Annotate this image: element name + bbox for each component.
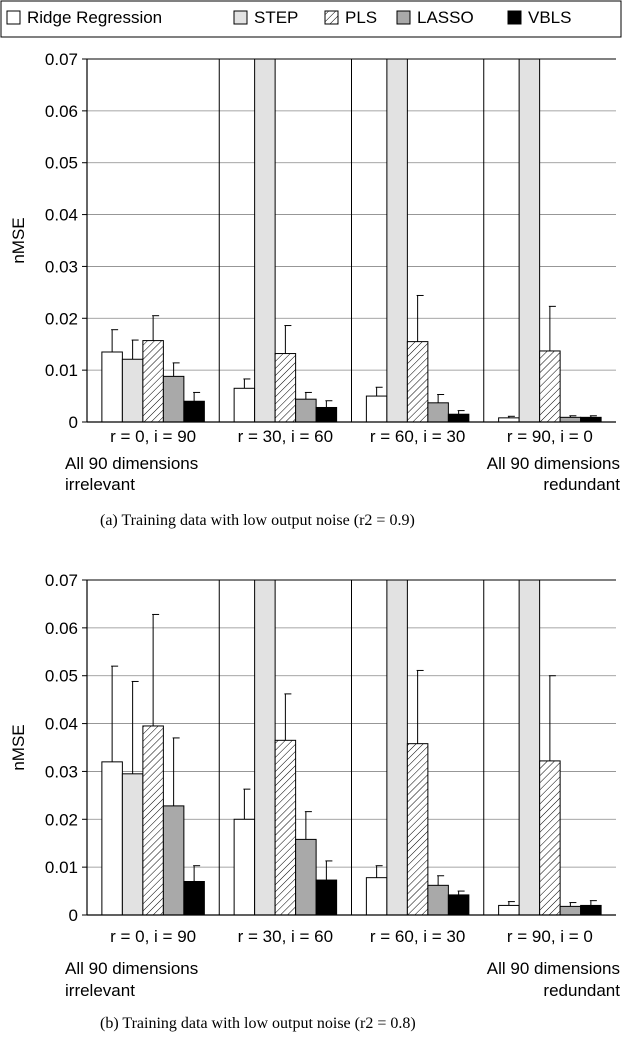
bar-lasso: [162, 805, 185, 916]
legend-item-ridge: Ridge Regression: [6, 8, 162, 27]
y-tick-label: 0.03: [45, 257, 78, 276]
bar-vbls: [183, 881, 205, 916]
bar-vbls: [183, 400, 205, 423]
bar-pls: [406, 743, 429, 916]
x-category-label: r = 30, i = 60: [238, 427, 333, 446]
x-category-label: r = 60, i = 30: [370, 927, 465, 946]
legend: Ridge Regression STEP PLS LASSO VBLS: [0, 0, 622, 38]
bar-ridge-regression: [365, 395, 388, 423]
y-axis-label: nMSE: [9, 217, 28, 263]
legend-label-pls: PLS: [345, 8, 377, 27]
y-tick-label: 0.07: [45, 50, 78, 69]
y-tick-label: 0.04: [45, 715, 78, 734]
bar-step: [518, 58, 541, 423]
annotation-irrelevant: irrelevant: [65, 475, 135, 494]
bar-ridge-regression: [233, 387, 256, 423]
legend-swatch-lasso: [396, 10, 411, 25]
x-category-label: r = 0, i = 90: [110, 927, 196, 946]
bar-pls: [142, 725, 164, 916]
chart-a: 0 0.01 0.02 0.03 0.04 0.05 0.06 0.07 r = 0, i = …: [9, 50, 620, 529]
bar-pls: [539, 760, 561, 916]
legend-swatch-ridge: [6, 10, 21, 25]
bar-vbls: [580, 904, 602, 916]
bar-lasso: [427, 402, 449, 423]
annotation-redundant: All 90 dimensions: [487, 959, 620, 978]
y-axis-label: nMSE: [9, 724, 28, 770]
bar-step: [254, 58, 276, 423]
annotation-irrelevant: irrelevant: [65, 981, 135, 1000]
bar-vbls: [315, 406, 338, 423]
bar-pls: [539, 350, 561, 423]
legend-item-step: STEP: [233, 8, 298, 27]
y-tick-label: 0: [69, 906, 78, 925]
bar-lasso: [427, 884, 449, 916]
bar-ridge-regression: [101, 761, 123, 916]
y-tick-label: 0.04: [45, 206, 78, 225]
x-category-label: r = 30, i = 60: [238, 927, 333, 946]
y-tick-label: 0.02: [45, 309, 78, 328]
bar-ridge-regression: [365, 877, 388, 916]
bar-vbls: [447, 413, 470, 423]
bar-step: [121, 358, 144, 423]
bar-vbls: [315, 879, 338, 916]
legend-label-ridge: Ridge Regression: [27, 8, 162, 27]
annotation-redundant: All 90 dimensions: [487, 454, 620, 473]
legend-swatch-vbls: [507, 10, 522, 25]
bar-step: [386, 579, 408, 916]
bar-lasso: [295, 838, 317, 916]
y-tick-label: 0.01: [45, 858, 78, 877]
y-tick-label: 0: [69, 413, 78, 432]
bar-vbls: [580, 416, 602, 423]
legend-item-lasso: LASSO: [396, 8, 474, 27]
bar-ridge-regression: [498, 904, 520, 916]
chart-b: 0 0.01 0.02 0.03 0.04 0.05 0.06 0.07 r = 0, i = …: [9, 571, 620, 1032]
bar-pls: [406, 341, 429, 423]
annotation-irrelevant: All 90 dimensions: [65, 959, 198, 978]
annotation-redundant: redundant: [543, 475, 620, 494]
legend-label-step: STEP: [254, 8, 298, 27]
legend-label-vbls: VBLS: [528, 8, 571, 27]
legend-swatch-step: [233, 10, 248, 25]
bar-lasso: [295, 398, 317, 423]
y-tick-label: 0.06: [45, 102, 78, 121]
bar-step: [121, 773, 144, 916]
legend-label-lasso: LASSO: [417, 8, 474, 27]
bar-ridge-regression: [233, 818, 256, 916]
bar-step: [518, 579, 541, 916]
bar-lasso: [559, 905, 582, 916]
y-tick-label: 0.01: [45, 361, 78, 380]
annotation-redundant: redundant: [543, 981, 620, 1000]
y-tick-label: 0.06: [45, 619, 78, 638]
bar-ridge-regression: [498, 417, 520, 423]
bar-vbls: [447, 894, 470, 916]
bar-pls: [142, 340, 164, 423]
bar-step: [254, 579, 276, 916]
y-tick-label: 0.05: [45, 667, 78, 686]
y-tick-label: 0.03: [45, 762, 78, 781]
y-tick-label: 0.02: [45, 810, 78, 829]
legend-item-pls: PLS: [324, 8, 377, 27]
x-category-label: r = 90, i = 0: [507, 927, 593, 946]
x-category-label: r = 60, i = 30: [370, 427, 465, 446]
x-category-label: r = 0, i = 90: [110, 427, 196, 446]
annotation-irrelevant: All 90 dimensions: [65, 454, 198, 473]
y-tick-label: 0.05: [45, 154, 78, 173]
legend-swatch-pls: [324, 10, 339, 25]
x-category-label: r = 90, i = 0: [507, 427, 593, 446]
bar-ridge-regression: [101, 351, 123, 423]
y-tick-label: 0.07: [45, 571, 78, 590]
caption: (b) Training data with low output noise …: [100, 1015, 416, 1032]
bar-lasso: [559, 416, 582, 423]
bar-pls: [274, 739, 297, 916]
bar-pls: [274, 353, 297, 423]
bar-step: [386, 58, 408, 423]
caption: (a) Training data with low output noise …: [100, 512, 415, 529]
bar-lasso: [162, 375, 185, 423]
legend-item-vbls: VBLS: [507, 8, 571, 27]
